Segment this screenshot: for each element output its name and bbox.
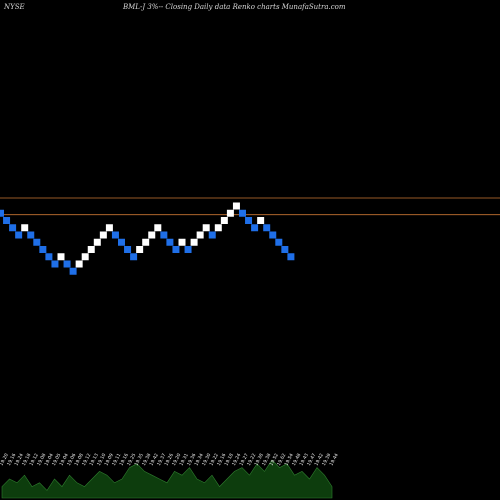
volume-label: 19.05 bbox=[51, 452, 63, 466]
renko-brick bbox=[9, 224, 17, 232]
volume-label: 19.12 bbox=[28, 452, 40, 466]
volume-label: 19.42 bbox=[313, 452, 325, 466]
renko-brick bbox=[93, 238, 101, 246]
volume-area bbox=[1, 459, 333, 499]
volume-label: 19.42 bbox=[148, 452, 160, 466]
renko-brick bbox=[190, 238, 198, 246]
renko-brick bbox=[148, 231, 156, 239]
renko-brick bbox=[251, 224, 259, 232]
volume-label: 19.36 bbox=[186, 452, 198, 466]
renko-brick bbox=[275, 238, 283, 246]
volume-label: 19.38 bbox=[141, 452, 153, 466]
exchange-label: NYSE bbox=[4, 3, 25, 11]
renko-brick bbox=[33, 238, 41, 246]
renko-brick bbox=[0, 209, 4, 217]
volume-label: 19.24 bbox=[13, 452, 25, 466]
volume-label: 19.27 bbox=[238, 452, 250, 466]
renko-brick bbox=[178, 238, 186, 246]
renko-brick bbox=[75, 260, 83, 268]
volume-label: 19.09 bbox=[103, 452, 115, 466]
volume-label: 19.22 bbox=[246, 452, 258, 466]
renko-brick bbox=[263, 224, 271, 232]
renko-brick bbox=[226, 209, 234, 217]
renko-brick bbox=[45, 253, 53, 261]
renko-brick bbox=[81, 253, 89, 261]
renko-brick bbox=[27, 231, 35, 239]
renko-brick bbox=[21, 224, 29, 232]
chart-description: BML-J 3%-- Closing Daily data Renko char… bbox=[123, 3, 346, 11]
renko-brick bbox=[3, 217, 11, 224]
renko-brick bbox=[287, 253, 295, 261]
volume-label: 19.37 bbox=[156, 452, 168, 466]
renko-brick bbox=[154, 224, 162, 232]
renko-brick bbox=[130, 253, 138, 261]
volume-label: 19.04 bbox=[58, 452, 70, 466]
renko-brick bbox=[136, 246, 144, 253]
renko-brick bbox=[239, 209, 246, 217]
volume-label: 19.52 bbox=[268, 452, 280, 466]
volume-label: 19.24 bbox=[231, 452, 243, 466]
volume-label: 19.25 bbox=[126, 452, 138, 466]
volume-label: 19.08 bbox=[36, 452, 48, 466]
volume-label: 19.04 bbox=[43, 452, 55, 466]
volume-label: 19.08 bbox=[73, 452, 85, 466]
volume-label: 19.18 bbox=[21, 452, 33, 466]
volume-label: 19.16 bbox=[216, 452, 228, 466]
volume-label: 19.18 bbox=[223, 452, 235, 466]
renko-brick bbox=[15, 231, 23, 239]
renko-brick bbox=[69, 267, 77, 275]
volume-label: 19.11 bbox=[111, 452, 123, 466]
volume-label: 19.20 bbox=[171, 452, 183, 466]
volume-label: 19.10 bbox=[96, 452, 108, 466]
volume-label: 19.62 bbox=[276, 452, 288, 466]
renko-brick bbox=[105, 224, 113, 232]
renko-brick bbox=[214, 224, 222, 232]
volume-label: 19.22 bbox=[208, 452, 220, 466]
renko-brick bbox=[281, 246, 289, 253]
volume-label: 19.16 bbox=[6, 452, 18, 466]
renko-brick bbox=[142, 238, 150, 246]
volume-label: 19.06 bbox=[66, 452, 78, 466]
renko-brick bbox=[99, 231, 107, 239]
renko-brick bbox=[51, 260, 59, 268]
volume-label: 19.44 bbox=[328, 452, 340, 466]
renko-brick bbox=[124, 246, 132, 253]
renko-brick bbox=[269, 231, 277, 239]
volume-label: 19.13 bbox=[88, 452, 100, 466]
volume-label: 19.47 bbox=[306, 452, 318, 466]
renko-brick bbox=[208, 231, 216, 239]
volume-label: 19.20 bbox=[0, 452, 10, 466]
renko-brick bbox=[160, 231, 168, 239]
renko-brick bbox=[220, 217, 228, 224]
renko-brick bbox=[232, 202, 240, 210]
renko-brick bbox=[87, 246, 95, 253]
renko-brick bbox=[172, 246, 180, 253]
volume-label: 19.38 bbox=[261, 452, 273, 466]
volume-label: 19.34 bbox=[193, 452, 205, 466]
renko-brick bbox=[39, 246, 47, 253]
volume-label: 19.39 bbox=[321, 452, 333, 466]
volume-label: 19.30 bbox=[201, 452, 213, 466]
renko-brick bbox=[111, 231, 119, 239]
renko-brick bbox=[63, 260, 71, 268]
renko-brick bbox=[257, 217, 265, 224]
volume-label: 19.26 bbox=[163, 452, 175, 466]
volume-label: 19.12 bbox=[81, 452, 93, 466]
volume-label: 19.54 bbox=[283, 452, 295, 466]
volume-label: 19.38 bbox=[253, 452, 265, 466]
volume-label: 19.48 bbox=[291, 452, 303, 466]
renko-brick bbox=[196, 231, 204, 239]
renko-brick bbox=[202, 224, 210, 232]
volume-label: 19.31 bbox=[178, 452, 190, 466]
renko-brick bbox=[245, 217, 253, 224]
renko-brick bbox=[166, 238, 174, 246]
renko-brick bbox=[118, 238, 125, 246]
volume-label: 19.16 bbox=[118, 452, 130, 466]
renko-brick bbox=[184, 246, 192, 253]
renko-brick bbox=[57, 253, 65, 261]
volume-label: 19.35 bbox=[133, 452, 145, 466]
volume-label: 19.43 bbox=[298, 452, 310, 466]
